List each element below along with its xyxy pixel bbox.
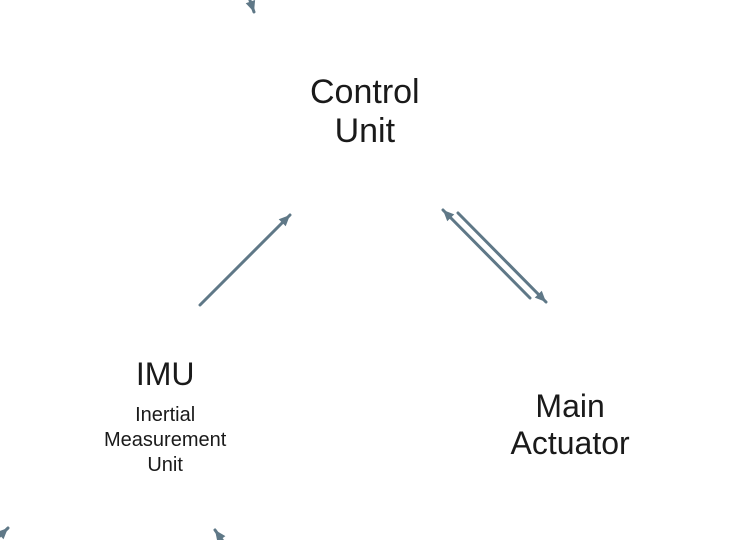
edge-partial-top-arrowhead-down	[243, 0, 254, 12]
edge-control-to-actuator	[458, 213, 546, 302]
node-main-actuator: Main Actuator	[511, 388, 630, 462]
node-imu: IMU Inertial Measurement Unit	[104, 356, 226, 478]
node-imu-title: IMU	[104, 356, 226, 393]
node-imu-subtitle: Inertial Measurement Unit	[104, 403, 226, 478]
node-main-actuator-title: Main Actuator	[511, 388, 630, 462]
node-control-unit-title: Control Unit	[310, 73, 420, 151]
edge-imu-to-control	[200, 215, 290, 305]
edge-partial-bottom-center-arrowhead	[215, 530, 235, 540]
edge-partial-bottom-left-arrowhead	[0, 528, 8, 540]
edge-actuator-to-control	[443, 210, 530, 298]
node-control-unit: Control Unit	[310, 73, 420, 151]
